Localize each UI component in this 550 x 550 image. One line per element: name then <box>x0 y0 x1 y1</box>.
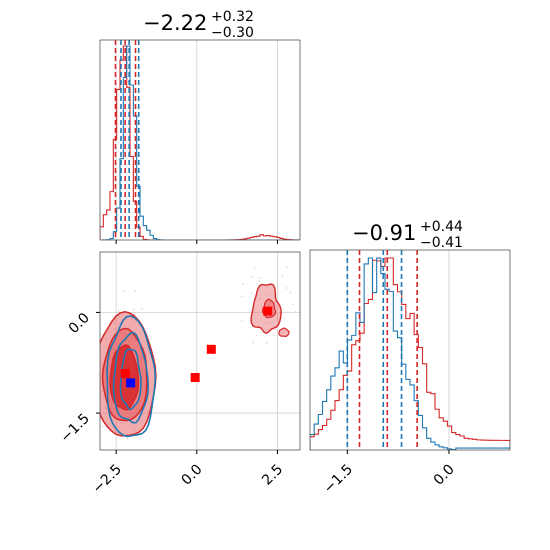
sample-point <box>292 303 294 306</box>
sample-point <box>265 293 268 296</box>
sample-point <box>250 292 253 295</box>
scatter-param1-param2: −2.5 0.0 2.5 0.0 −1.5 <box>57 251 305 497</box>
sample-point <box>258 277 261 279</box>
histogram-param2: −1.5 0.0 <box>309 249 511 497</box>
sample-point <box>286 266 288 269</box>
sample-point <box>132 308 135 311</box>
sample-point <box>289 291 292 294</box>
sample-point <box>303 304 305 306</box>
hist2-xtick-label: 0.0 <box>431 462 458 489</box>
hist2-frame <box>309 249 511 451</box>
sample-point <box>253 266 256 269</box>
sample-point <box>240 295 243 298</box>
param2-title-minus: −0.41 <box>420 235 463 251</box>
marker-blue <box>126 378 136 388</box>
sample-point <box>294 310 297 313</box>
sample-point <box>281 275 284 278</box>
contour-blue-inner <box>119 348 142 411</box>
marker-red <box>206 344 216 354</box>
hist2-series <box>310 250 510 450</box>
scatter-ytick-label: 0.0 <box>66 310 93 337</box>
hist2-xtick-label: −1.5 <box>321 462 356 497</box>
scatter-series <box>100 266 305 457</box>
sample-point <box>258 298 261 300</box>
hist2-red-step <box>310 257 510 450</box>
param1-title-minus: −0.30 <box>211 25 254 41</box>
histogram-param1 <box>99 39 301 244</box>
sample-point <box>122 455 124 457</box>
sample-point <box>273 325 276 327</box>
sample-point <box>273 334 276 337</box>
sample-point <box>285 287 288 289</box>
hist1-series <box>100 40 300 240</box>
contour-red-secondary-small <box>278 327 290 338</box>
sample-point <box>251 275 254 278</box>
param1-title-plus: +0.32 <box>211 9 254 25</box>
scatter-xtick-label: −2.5 <box>90 462 125 497</box>
sample-point <box>255 334 258 337</box>
hist1-frame <box>99 39 301 241</box>
sample-point <box>261 305 264 308</box>
sample-point <box>101 425 104 428</box>
sample-point <box>122 290 125 293</box>
sample-point <box>265 321 268 324</box>
sample-point <box>240 319 243 322</box>
sample-point <box>134 290 137 293</box>
scatter-ytick-label: −1.5 <box>57 411 92 446</box>
hist1-red-step <box>100 45 300 240</box>
hist2-blue-step <box>310 257 510 450</box>
param2-title-value: −0.91 <box>352 221 416 245</box>
sample-point <box>265 342 268 345</box>
sample-point <box>258 280 261 283</box>
sample-point <box>252 341 255 344</box>
contour-blue-outer <box>106 315 157 438</box>
sample-point <box>117 310 120 313</box>
sample-point <box>251 319 254 322</box>
sample-point <box>274 328 277 331</box>
contour-blue-mid <box>112 331 150 424</box>
marker-red <box>263 306 273 316</box>
sample-point <box>140 307 143 310</box>
param2-title-plus: +0.44 <box>420 219 463 235</box>
sample-point <box>242 282 245 285</box>
scatter-frame <box>99 251 301 451</box>
sample-point <box>268 322 271 324</box>
sample-point <box>126 437 129 440</box>
param1-title-value: −2.22 <box>143 11 207 35</box>
sample-point <box>275 306 278 309</box>
marker-red <box>120 368 130 378</box>
scatter-xtick-label: 2.5 <box>259 462 286 489</box>
scatter-xtick-label: 0.0 <box>179 462 206 489</box>
marker-red <box>190 373 200 383</box>
